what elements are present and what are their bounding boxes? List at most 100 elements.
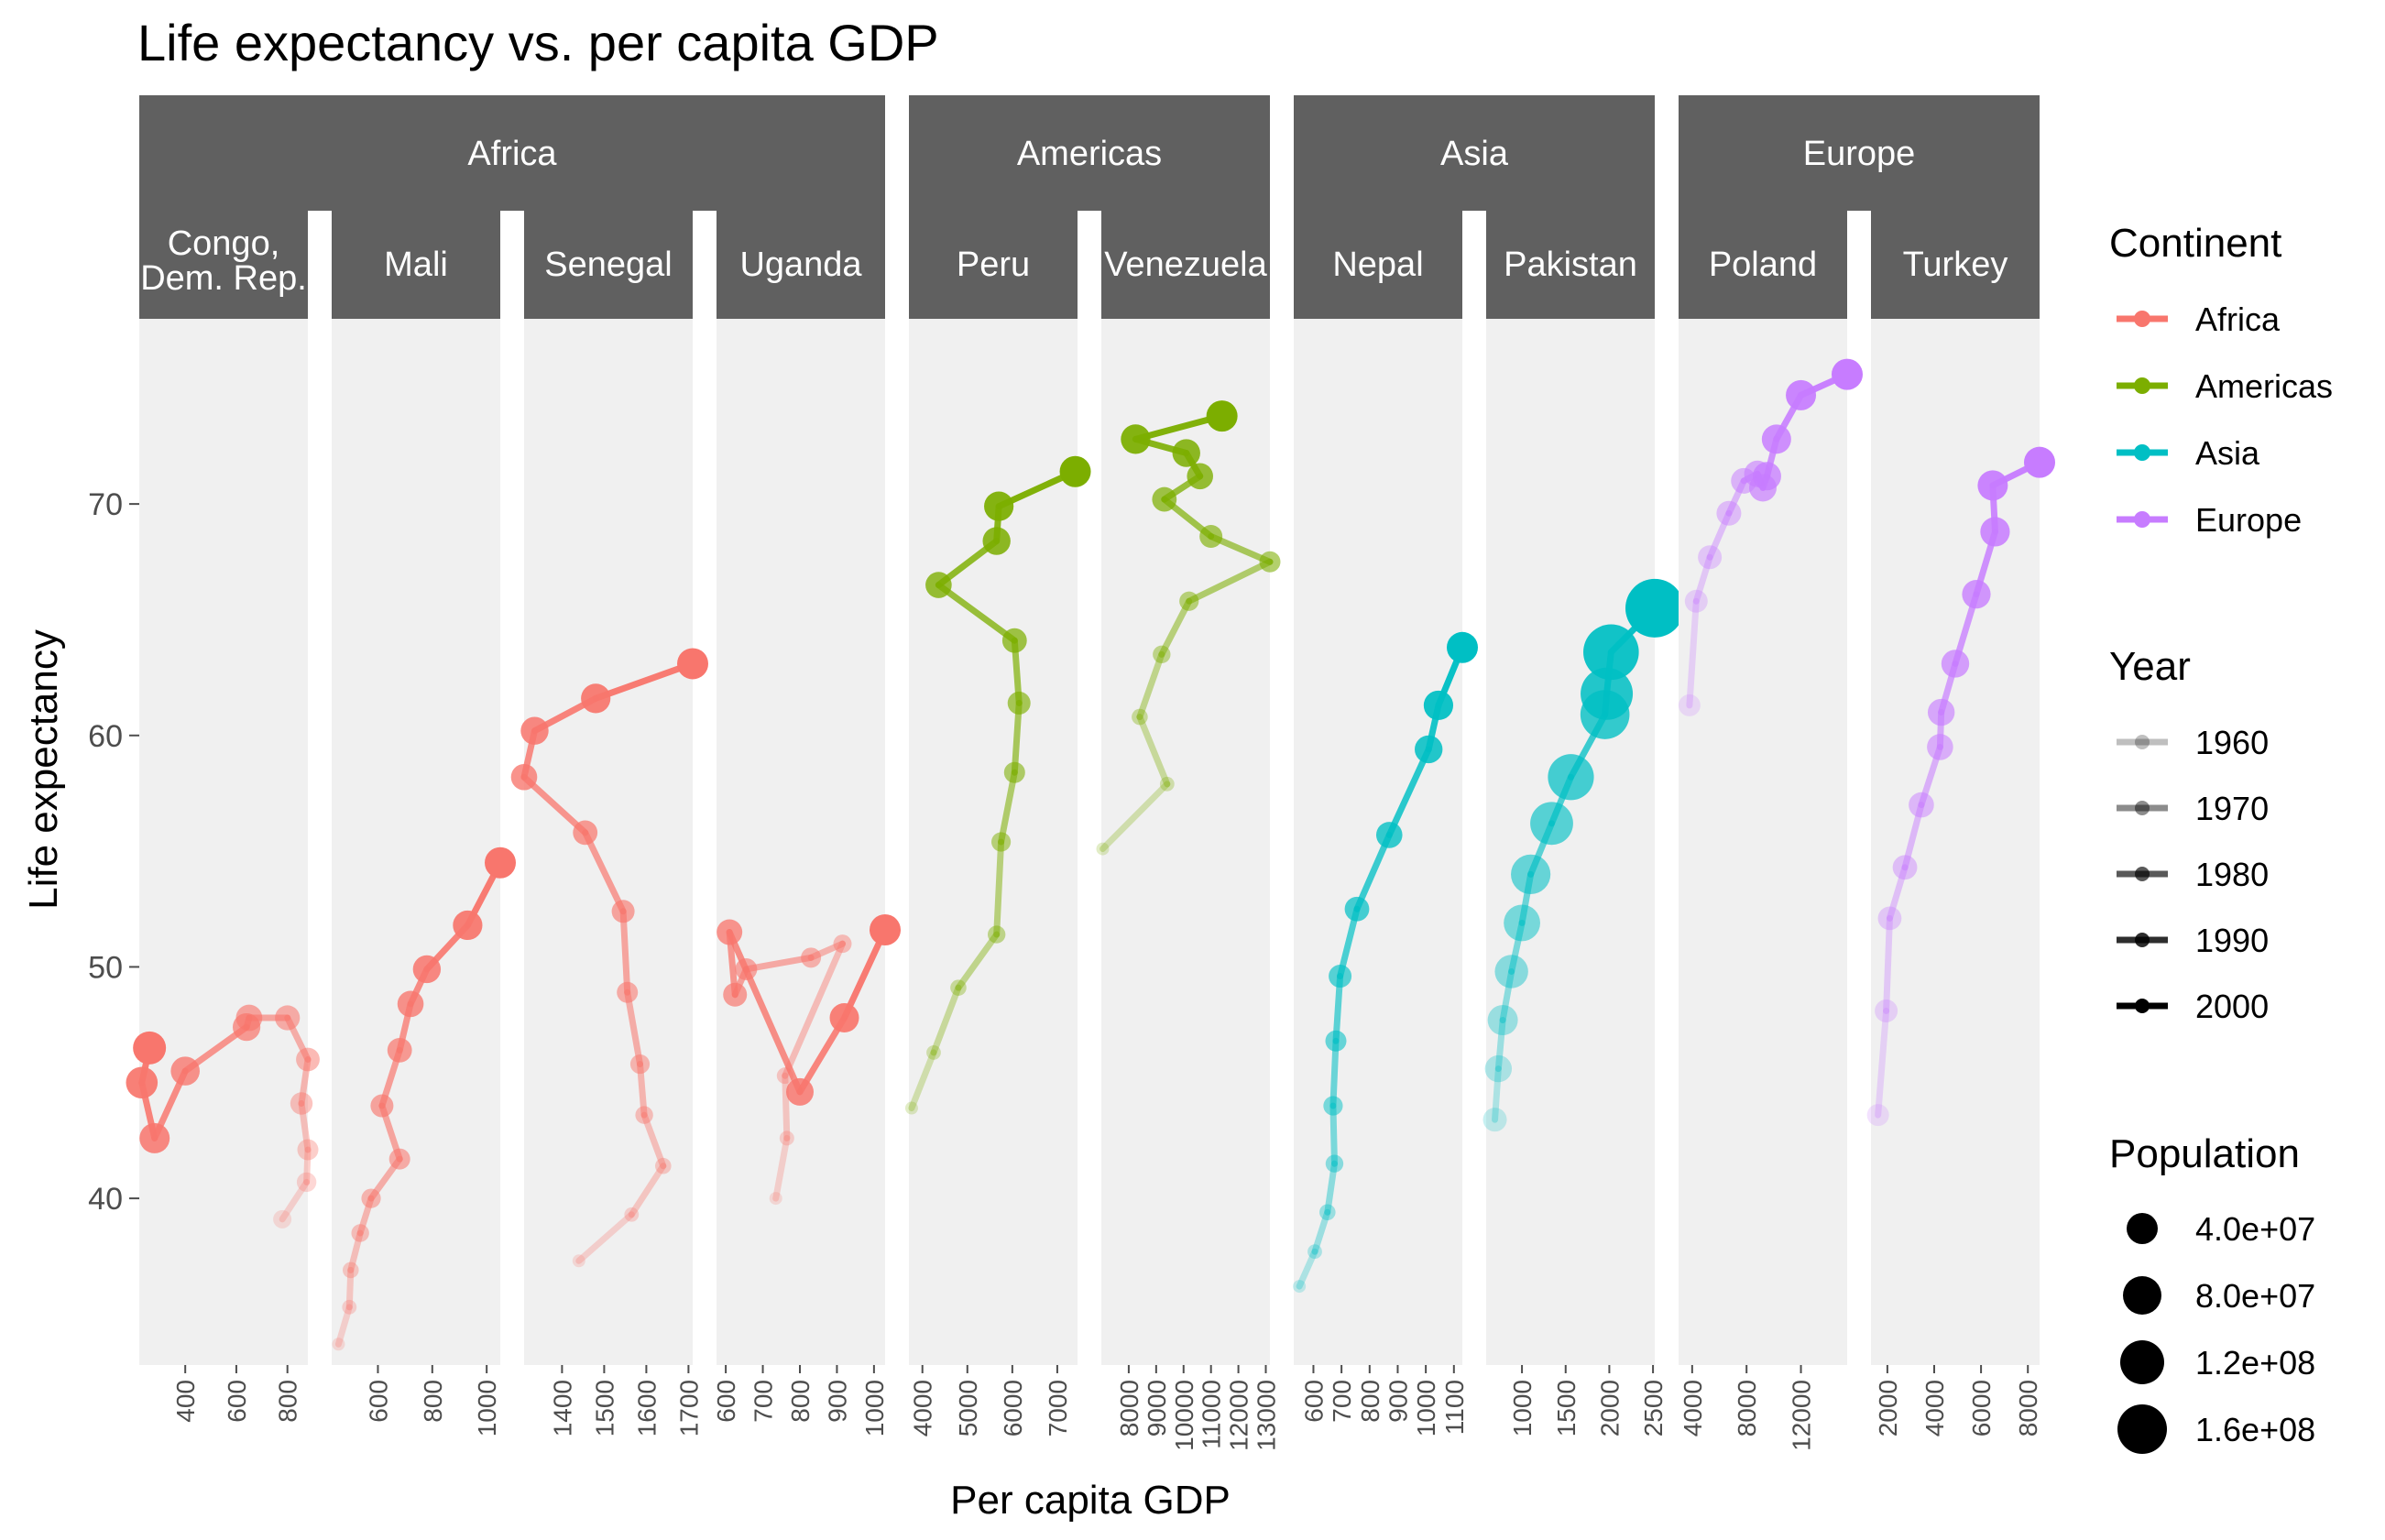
data-point xyxy=(801,947,822,968)
series-line-segment xyxy=(1883,914,1893,1014)
data-point xyxy=(1375,822,1403,848)
strip-asia xyxy=(1294,95,1655,211)
facet-uganda: Uganda 600 700 800 900 1000 xyxy=(712,211,901,1436)
strip-nepal xyxy=(1294,211,1462,319)
data-point xyxy=(776,1067,793,1085)
strip-label-africa: Africa xyxy=(467,135,557,173)
legend-label-year-2000: 2000 xyxy=(2195,988,2269,1025)
x-tick-label: 600 xyxy=(223,1380,251,1423)
data-point xyxy=(833,934,852,954)
data-point xyxy=(1179,591,1199,611)
x-tick-label: 2000 xyxy=(1874,1380,1902,1436)
data-point xyxy=(982,527,1011,555)
series-line-segment xyxy=(998,769,1018,846)
data-point xyxy=(1877,906,1902,931)
series-line-segment xyxy=(1158,597,1193,658)
strip-label-americas: Americas xyxy=(1017,135,1162,173)
y-tick-label: 50 xyxy=(88,950,123,985)
data-point xyxy=(1096,842,1110,856)
legend-key-point xyxy=(2134,444,2150,461)
series-line-segment xyxy=(640,1111,667,1170)
data-point xyxy=(1484,1054,1513,1083)
data-point xyxy=(1909,792,1934,818)
series-line-segment xyxy=(298,1100,312,1153)
data-point xyxy=(1153,645,1171,664)
y-axis-title: Life expectancy xyxy=(21,629,66,910)
data-point xyxy=(1875,999,1898,1022)
x-tick-label: 800 xyxy=(274,1380,302,1423)
legend-label-asia: Asia xyxy=(2195,434,2260,472)
strip-label-line: Nepal xyxy=(1332,246,1423,284)
data-point xyxy=(453,910,483,941)
x-tick-label: 1500 xyxy=(590,1380,618,1436)
strip-label-line: Mali xyxy=(384,246,448,284)
data-point xyxy=(397,990,424,1018)
x-tick-label: 800 xyxy=(419,1380,447,1423)
strip-senegal xyxy=(524,211,693,319)
series-line-segment xyxy=(726,929,804,1096)
x-tick-label: 12000 xyxy=(1225,1380,1253,1451)
strip-label-line: Poland xyxy=(1709,246,1817,284)
strip-africa xyxy=(139,95,885,211)
strip-label-asia: Asia xyxy=(1440,135,1509,173)
y-tick-label: 70 xyxy=(88,487,123,522)
x-tick-label: 2500 xyxy=(1639,1380,1668,1436)
data-point xyxy=(412,955,442,984)
series-line-segment xyxy=(1311,1208,1331,1255)
series-line-segment xyxy=(908,1049,937,1112)
data-point xyxy=(1187,463,1214,490)
data-point xyxy=(1511,854,1551,894)
data-point xyxy=(1159,776,1175,792)
data-point xyxy=(290,1092,313,1115)
data-point xyxy=(735,957,758,980)
x-tick-label: 1400 xyxy=(548,1380,576,1436)
facet-nepal: Nepal 600 700 800 900 1000 1100 xyxy=(1293,211,1478,1436)
panel-background xyxy=(717,319,885,1365)
strip-pakistan xyxy=(1486,211,1655,319)
series-line-segment xyxy=(347,1229,364,1273)
data-point xyxy=(984,491,1014,521)
data-point xyxy=(1530,802,1573,846)
facet-congo-dem-rep: Congo,Dem. Rep. 400 600 800 xyxy=(126,211,320,1423)
legend-title-year: Year xyxy=(2109,644,2191,689)
series-line-segment xyxy=(303,1146,312,1185)
data-point xyxy=(1583,624,1639,681)
y-tick-label: 60 xyxy=(88,719,123,754)
series-line-segment xyxy=(1706,509,1733,561)
data-point xyxy=(485,846,516,879)
facets: Africa Americas Asia Europe Congo,Dem. Rep. 4… xyxy=(126,95,2055,1451)
series-line-segment xyxy=(930,984,962,1056)
data-point xyxy=(1415,735,1443,764)
x-tick-label: 4000 xyxy=(909,1380,937,1436)
data-point xyxy=(1325,1154,1344,1173)
strip-label-line: Peru xyxy=(957,246,1030,284)
data-point xyxy=(387,1037,412,1063)
x-tick-label: 5000 xyxy=(954,1380,982,1436)
x-tick-label: 700 xyxy=(1328,1380,1356,1423)
panel-background xyxy=(139,319,308,1365)
x-tick-label: 8000 xyxy=(2014,1380,2042,1436)
x-tick-label: 800 xyxy=(786,1380,815,1423)
legend-size-point xyxy=(2123,1276,2161,1315)
data-point xyxy=(1716,500,1742,526)
x-tick-label: 12000 xyxy=(1788,1380,1816,1451)
data-point xyxy=(785,1077,814,1106)
data-point xyxy=(170,1056,200,1086)
series-line-segment xyxy=(582,829,627,915)
series-line-segment xyxy=(575,1211,635,1264)
x-tick-label: 4000 xyxy=(1679,1380,1707,1436)
legend-key-point xyxy=(2134,377,2150,394)
data-point xyxy=(1752,462,1781,491)
data-point xyxy=(572,1254,585,1268)
data-point xyxy=(1307,1244,1322,1260)
data-point xyxy=(273,1209,292,1229)
legend-label-year-1960: 1960 xyxy=(2195,724,2269,761)
series-line-segment xyxy=(345,1266,355,1311)
data-point xyxy=(1206,400,1238,432)
data-point xyxy=(1625,578,1684,638)
x-tick-label: 11000 xyxy=(1198,1380,1226,1449)
data-point xyxy=(1962,580,1991,609)
data-point xyxy=(1323,1096,1343,1116)
data-point xyxy=(1325,1030,1347,1052)
x-axis-title: Per capita GDP xyxy=(950,1478,1231,1523)
